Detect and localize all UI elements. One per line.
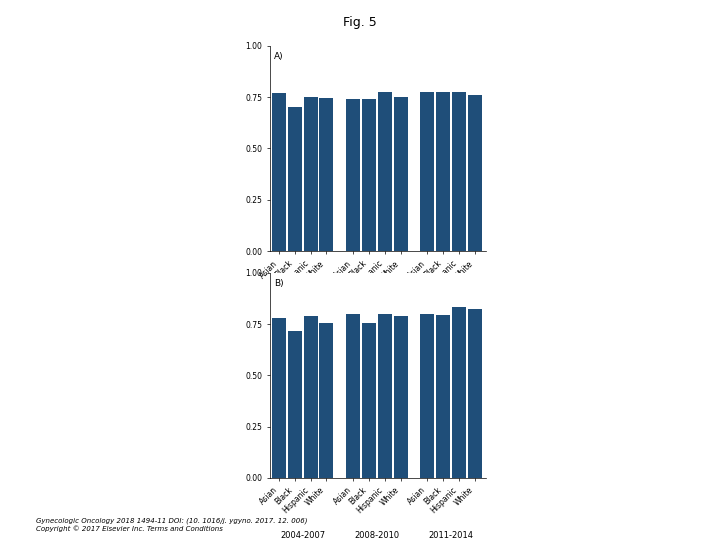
- Bar: [467, 94, 482, 251]
- Text: 2004-2007: 2004-2007: [280, 531, 325, 539]
- Text: 2008-2010: 2008-2010: [354, 304, 400, 313]
- Bar: [394, 316, 408, 478]
- Text: 2011-2014: 2011-2014: [428, 531, 473, 539]
- Bar: [451, 92, 466, 251]
- Bar: [288, 107, 302, 251]
- Bar: [320, 322, 333, 478]
- Bar: [304, 316, 318, 478]
- Bar: [361, 322, 376, 478]
- Bar: [436, 315, 450, 478]
- Bar: [361, 99, 376, 251]
- Bar: [378, 314, 392, 478]
- Bar: [467, 309, 482, 478]
- Text: 2008-2010: 2008-2010: [354, 531, 400, 539]
- Bar: [320, 98, 333, 251]
- Text: Fig. 5: Fig. 5: [343, 16, 377, 29]
- Bar: [272, 318, 286, 478]
- Bar: [272, 93, 286, 251]
- Bar: [346, 99, 360, 251]
- Bar: [420, 92, 434, 251]
- Text: 2004-2007: 2004-2007: [280, 304, 325, 313]
- Bar: [346, 314, 360, 478]
- Bar: [420, 314, 434, 478]
- Bar: [451, 307, 466, 478]
- Text: B): B): [274, 279, 284, 288]
- Bar: [394, 97, 408, 251]
- Text: 2011-2014: 2011-2014: [428, 304, 473, 313]
- Bar: [378, 92, 392, 251]
- Bar: [436, 92, 450, 251]
- Bar: [304, 97, 318, 251]
- Bar: [288, 330, 302, 478]
- Text: Gynecologic Oncology 2018 1494-11 DOI: (10. 1016/j. ygyno. 2017. 12. 006)
Copyri: Gynecologic Oncology 2018 1494-11 DOI: (…: [36, 518, 307, 532]
- Text: A): A): [274, 52, 284, 61]
